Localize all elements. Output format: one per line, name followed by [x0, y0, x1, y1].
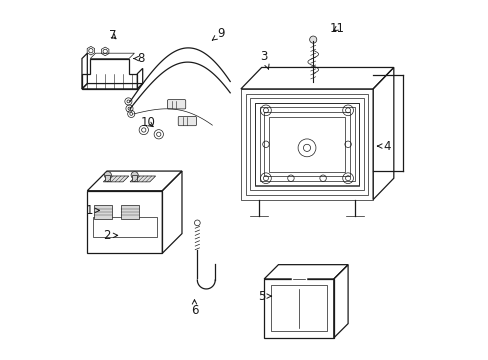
Text: 5: 5 — [258, 289, 271, 303]
Bar — [93, 217, 157, 237]
FancyBboxPatch shape — [178, 116, 196, 126]
Polygon shape — [132, 175, 137, 181]
Circle shape — [131, 172, 138, 179]
Text: 8: 8 — [134, 52, 144, 65]
Text: 4: 4 — [377, 140, 390, 153]
Text: 7: 7 — [108, 29, 116, 42]
Text: 1: 1 — [85, 204, 100, 217]
Text: 6: 6 — [190, 300, 198, 317]
Polygon shape — [103, 176, 128, 182]
Text: 9: 9 — [212, 27, 224, 40]
Text: 11: 11 — [329, 22, 344, 35]
Bar — [94, 205, 112, 219]
Polygon shape — [130, 176, 155, 182]
Circle shape — [104, 172, 111, 179]
Polygon shape — [105, 175, 110, 181]
Bar — [121, 205, 139, 219]
Text: 10: 10 — [141, 116, 155, 129]
Circle shape — [309, 36, 316, 43]
Text: 3: 3 — [260, 50, 268, 69]
Text: 2: 2 — [103, 229, 118, 242]
FancyBboxPatch shape — [167, 100, 185, 109]
